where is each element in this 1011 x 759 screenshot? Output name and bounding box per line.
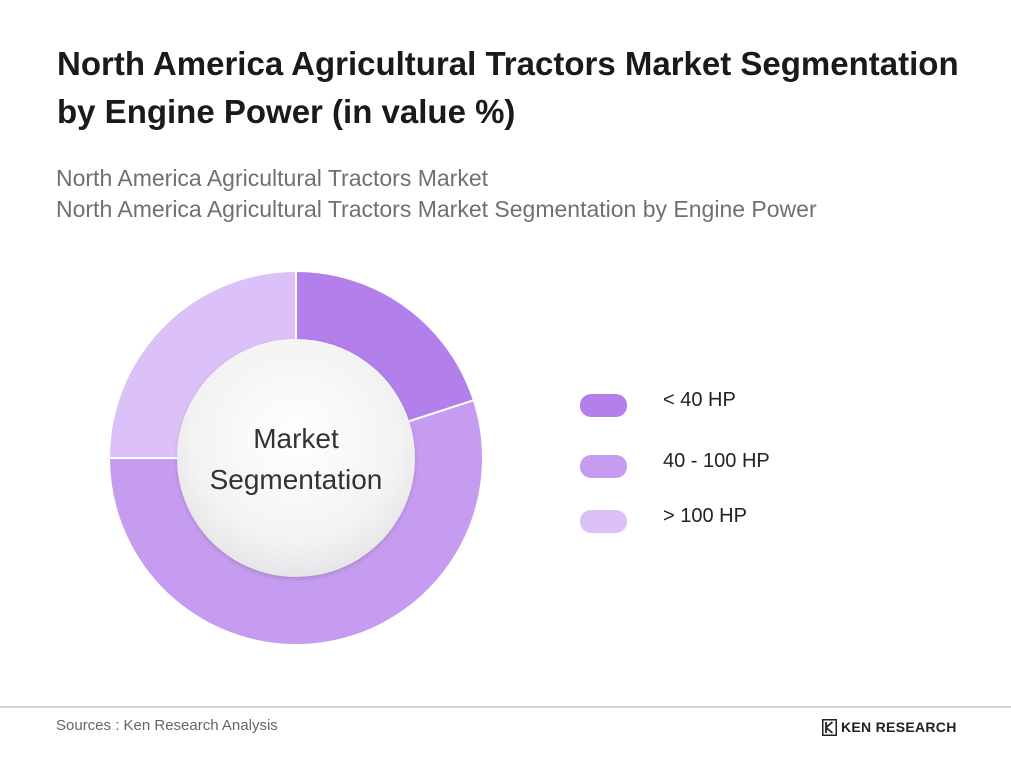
legend-item-40-100hp: 40 - 100 HP xyxy=(580,449,880,478)
ken-research-logo-icon xyxy=(822,719,837,736)
legend-label: < 40 HP xyxy=(663,389,736,411)
subtitle-line-1: North America Agricultural Tractors Mark… xyxy=(56,165,489,191)
legend-swatch xyxy=(580,455,627,478)
sources-note: Sources : Ken Research Analysis xyxy=(56,717,278,734)
legend-label: > 100 HP xyxy=(663,505,747,527)
legend-label: 40 - 100 HP xyxy=(663,450,770,472)
legend-swatch xyxy=(580,394,627,417)
legend-swatch xyxy=(580,510,627,533)
brand-name: KEN RESEARCH xyxy=(841,719,957,735)
chart-title: North America Agricultural Tractors Mark… xyxy=(57,45,959,130)
donut-slices xyxy=(107,269,484,646)
legend-item-over-100hp: > 100 HP xyxy=(580,504,880,533)
legend-item-under-40hp: < 40 HP xyxy=(580,388,880,417)
donut-center-label: Market Segmentation xyxy=(180,418,412,500)
center-label-line-1: Market xyxy=(253,423,339,454)
chart-subtitle: North America Agricultural Tractors Mark… xyxy=(56,163,976,225)
donut-center-disc xyxy=(178,340,414,576)
donut-chart xyxy=(107,269,484,646)
center-label-line-2: Segmentation xyxy=(209,464,383,495)
subtitle-line-2: North America Agricultural Tractors Mark… xyxy=(56,196,817,222)
footer-divider xyxy=(0,706,1011,708)
